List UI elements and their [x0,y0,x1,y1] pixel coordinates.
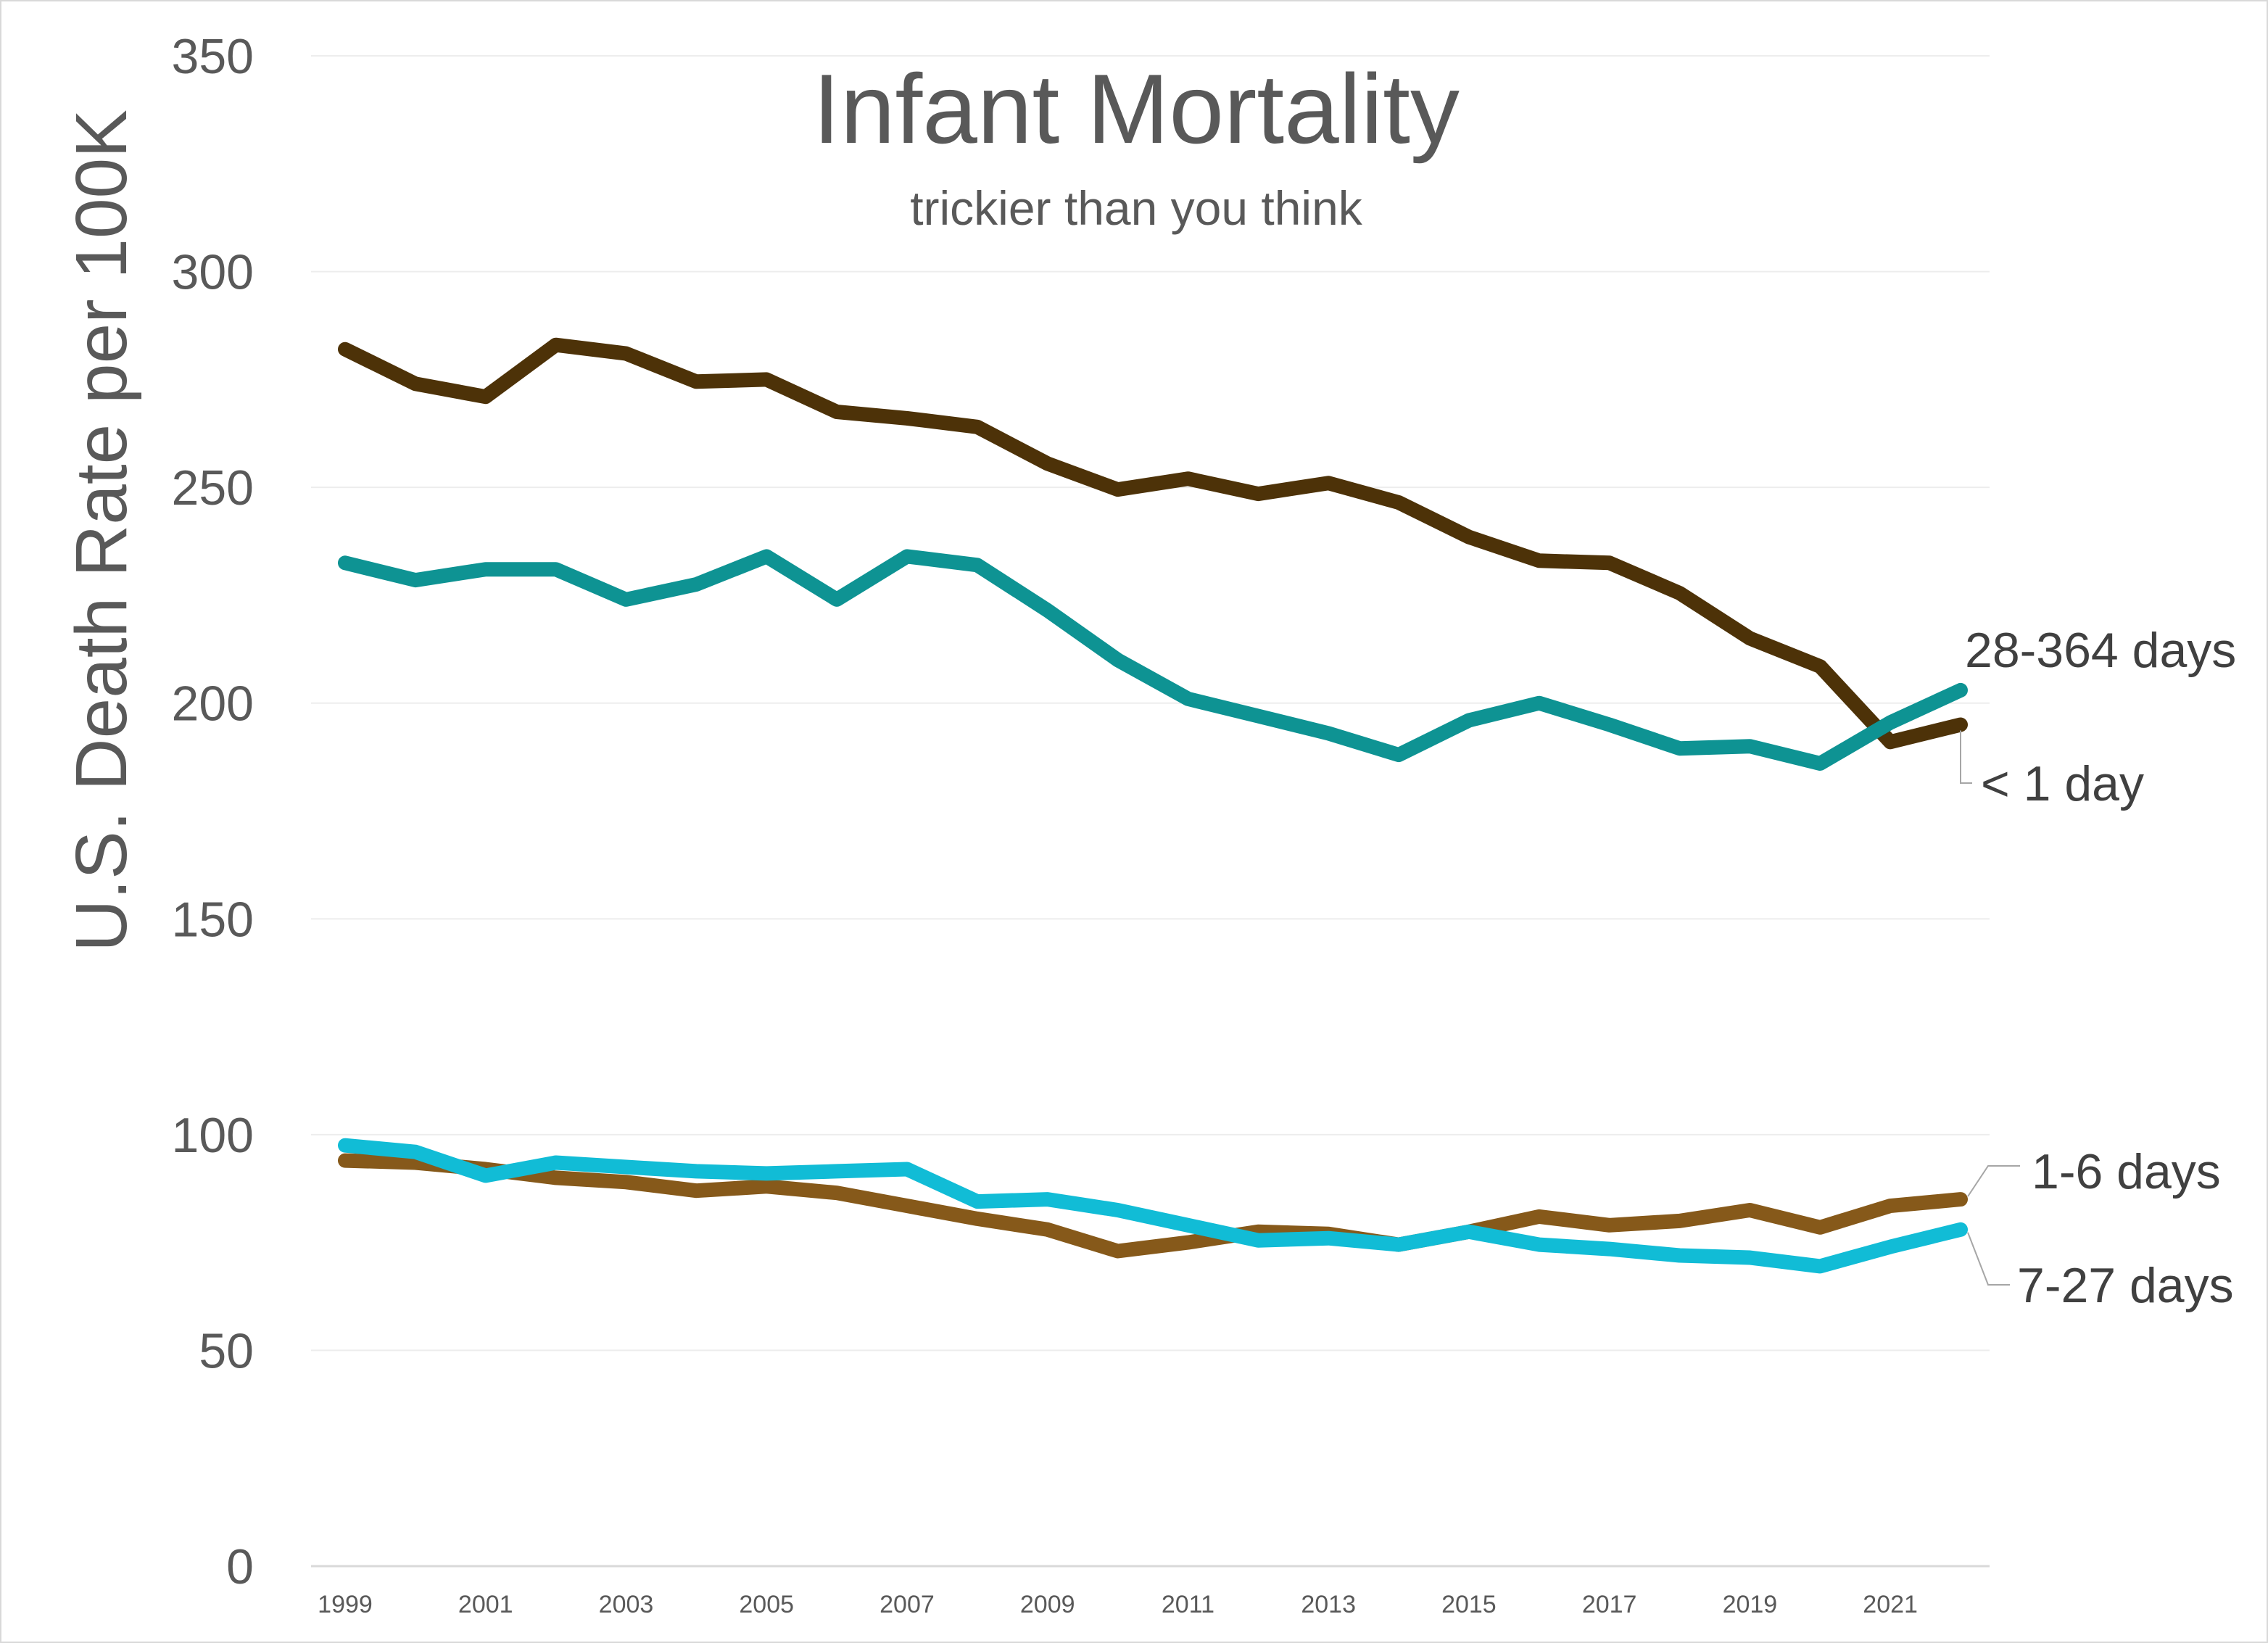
x-axis-ticks: 1999 2001 2003 2005 2007 2009 2011 2013 2015 2017… [318,1591,1918,1618]
x-tick-label: 2019 [1723,1591,1778,1618]
series-label-28-364-days: 28-364 days [1965,623,2236,678]
series-line-1-day [338,337,1968,750]
y-tick-label: 150 [172,892,254,947]
x-tick-label: 1999 [318,1591,373,1618]
leader-line-1-6-days [1967,1165,2020,1197]
x-tick-label: 2003 [599,1591,654,1618]
x-tick-label: 2001 [458,1591,513,1618]
series-label-1-day: < 1 day [1981,756,2144,811]
chart-subtitle: trickier than you think [910,181,1363,235]
label-leaders [1960,730,2020,1286]
series-label-1-6-days: 1-6 days [2032,1144,2221,1199]
leader-line-7-27-days [1967,1232,2010,1286]
y-tick-label: 300 [172,245,254,300]
y-axis-ticks: 0 50 100 150 200 250 300 350 [172,29,254,1594]
leader-line-1-day [1960,730,1972,784]
series-line-1-6-days [338,1153,1968,1259]
y-tick-label: 350 [172,29,254,84]
x-tick-label: 2013 [1301,1591,1356,1618]
x-tick-label: 2009 [1020,1591,1075,1618]
y-tick-label: 50 [199,1323,254,1378]
series-label-7-27-days: 7-27 days [2017,1258,2234,1313]
x-tick-label: 2021 [1863,1591,1918,1618]
y-axis-title: U.S. Death Rate per 100K [61,109,142,952]
y-tick-label: 100 [172,1108,254,1163]
y-tick-label: 0 [226,1539,254,1594]
series-lines [338,337,1968,1274]
y-tick-label: 200 [172,676,254,732]
x-tick-label: 2011 [1162,1591,1214,1618]
chart-title: Infant Mortality [813,54,1460,164]
series-labels: < 1 day 28-364 days 1-6 days 7-27 days [1965,623,2236,1313]
x-tick-label: 2007 [880,1591,935,1618]
series-line-7-27-days [338,1138,1968,1274]
x-tick-label: 2015 [1441,1591,1497,1618]
x-tick-label: 2005 [739,1591,794,1618]
series-line-28-364-days [338,549,1968,771]
x-tick-label: 2017 [1582,1591,1637,1618]
y-tick-label: 250 [172,460,254,516]
